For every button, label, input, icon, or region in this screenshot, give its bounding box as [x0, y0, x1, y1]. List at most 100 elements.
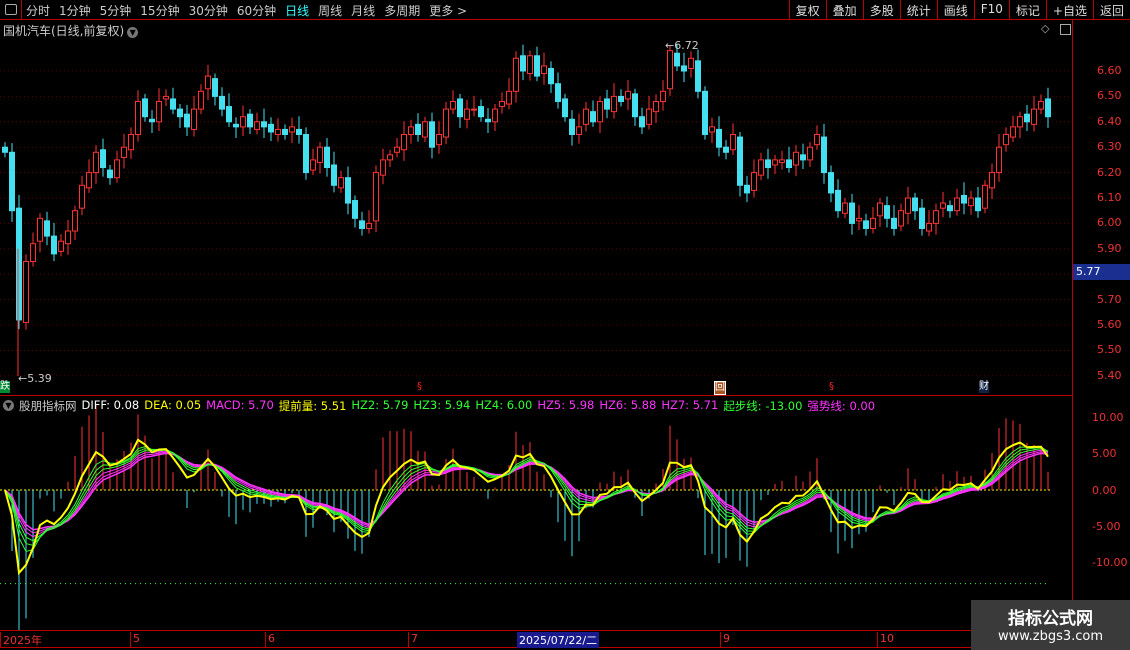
signal-marker[interactable]: §	[829, 381, 834, 392]
candle	[303, 134, 309, 174]
panel-icon[interactable]	[1060, 24, 1071, 35]
candle	[919, 207, 925, 229]
chart-title[interactable]: 国机汽车(日线,前复权) ▼	[3, 22, 139, 39]
candle	[359, 220, 365, 229]
candle	[1038, 100, 1044, 110]
period-tab[interactable]: 日线	[285, 4, 310, 18]
chart-canvas[interactable]: ←6.72 ←5.39	[0, 0, 1073, 630]
indicator-name[interactable]: 股朋指标网	[19, 399, 77, 413]
candle	[254, 121, 260, 130]
tool-button[interactable]: 多股	[862, 0, 900, 20]
price-tick: 5.40	[1097, 368, 1122, 382]
candle	[107, 169, 113, 179]
candle	[366, 222, 372, 229]
signal-marker[interactable]: §	[417, 381, 422, 392]
top-toolbar: 分时 1分钟 5分钟 15分钟 30分钟 60分钟 日线 周线 月线 多周期 更多 > 复权 叠加 多股…	[0, 0, 1130, 20]
period-tab[interactable]: 60分钟	[236, 4, 277, 18]
candle	[884, 205, 890, 219]
candle	[611, 95, 617, 113]
candle	[576, 126, 582, 135]
period-tab[interactable]: 更多 >	[429, 4, 468, 18]
tool-button[interactable]: 返回	[1092, 0, 1130, 20]
candle	[457, 98, 463, 118]
indicator-value: HZ2: 5.79	[351, 398, 409, 412]
candle	[765, 159, 771, 169]
indicator-tick: 5.00	[1092, 447, 1117, 461]
candle	[541, 65, 547, 75]
period-tab[interactable]: 5分钟	[99, 4, 132, 18]
candle	[744, 184, 750, 194]
candle	[996, 146, 1002, 174]
candle	[590, 111, 596, 123]
candle	[1017, 116, 1023, 128]
diamond-icon[interactable]: ◇	[1041, 22, 1050, 35]
candle	[905, 197, 911, 214]
tool-button[interactable]: 标记	[1008, 0, 1046, 20]
candle	[534, 55, 540, 77]
price-tick: 5.90	[1097, 241, 1122, 255]
candle	[58, 240, 64, 252]
candle	[156, 100, 162, 123]
candle	[275, 128, 281, 135]
tool-button[interactable]: F10	[973, 0, 1009, 20]
candle	[436, 134, 442, 146]
date-axis: 2025年 5 6 7 9 10 2025/07/22/二	[0, 630, 1130, 648]
price-tick: 5.70	[1097, 292, 1122, 306]
candle	[345, 177, 351, 204]
candle	[233, 123, 239, 128]
candle	[912, 197, 918, 212]
tool-button[interactable]: 叠加	[825, 0, 863, 20]
tool-button[interactable]: 统计	[899, 0, 937, 20]
candle	[716, 128, 722, 148]
chevron-down-icon[interactable]: ▼	[127, 27, 139, 38]
indicator-value: HZ7: 5.71	[661, 398, 719, 412]
indicator-value: DEA: 0.05	[144, 398, 202, 412]
candle	[961, 194, 967, 204]
price-tick: 6.00	[1097, 216, 1122, 230]
period-tab[interactable]: 15分钟	[140, 4, 180, 18]
candle	[100, 149, 106, 169]
sidebar-toggle-button[interactable]	[0, 0, 22, 20]
candle	[870, 217, 876, 229]
candle	[198, 90, 204, 110]
tool-button[interactable]: +自选	[1045, 0, 1093, 20]
candle	[793, 151, 799, 166]
period-tab[interactable]: 月线	[351, 4, 376, 18]
period-tab[interactable]: 周线	[318, 4, 343, 18]
date-label: 6	[265, 632, 275, 648]
period-tab[interactable]: 分时	[26, 4, 51, 18]
candle	[338, 177, 344, 189]
period-tab[interactable]: 1分钟	[59, 4, 91, 18]
watermark-url: www.zbgs3.com	[997, 629, 1104, 644]
indicator-value: HZ5: 5.98	[537, 398, 595, 412]
candle	[65, 230, 71, 245]
high-label: ←6.72	[665, 39, 699, 52]
period-tab[interactable]: 多周期	[384, 4, 421, 18]
candle	[751, 172, 757, 191]
candle	[394, 146, 400, 153]
finance-marker[interactable]: 财	[979, 381, 989, 393]
fall-marker[interactable]: 跌	[0, 381, 10, 393]
price-tick: 6.40	[1097, 114, 1122, 128]
candle	[786, 159, 792, 169]
period-tab[interactable]: 30分钟	[188, 4, 228, 18]
indicator-line	[4, 438, 1049, 576]
candle	[93, 151, 99, 174]
candle	[429, 121, 435, 148]
candle	[471, 108, 477, 111]
tool-button[interactable]: 画线	[936, 0, 974, 20]
candle	[702, 90, 708, 135]
candle	[240, 116, 246, 128]
indicator-tick: 0.00	[1092, 483, 1117, 497]
back-marker[interactable]: 回	[714, 381, 726, 395]
date-label: 10	[877, 632, 894, 648]
candle	[72, 210, 78, 232]
candle	[639, 116, 645, 128]
indicator-value: 提前量: 5.51	[278, 399, 347, 413]
chevron-down-icon[interactable]: ▼	[3, 400, 14, 411]
candle	[968, 197, 974, 207]
candle	[737, 136, 743, 186]
candle	[422, 121, 428, 138]
tool-button[interactable]: 复权	[788, 0, 826, 20]
candle	[478, 106, 484, 118]
